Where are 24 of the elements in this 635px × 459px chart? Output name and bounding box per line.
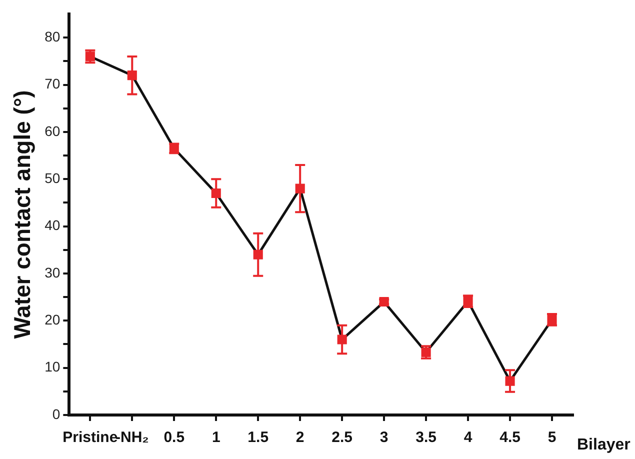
point xyxy=(505,376,515,386)
y-tick-label: 10 xyxy=(44,358,60,375)
y-tick-label: 30 xyxy=(44,264,60,280)
x-tick-label: 4.5 xyxy=(500,429,520,446)
x-tick-label: 0.5 xyxy=(164,429,185,446)
y-tick-label: 20 xyxy=(44,312,60,328)
y-tick-label: 40 xyxy=(44,217,60,234)
x-tick-label: 3 xyxy=(380,429,388,446)
x-tick-label: Pristine xyxy=(62,429,118,446)
x-tick-label: 2 xyxy=(296,429,304,446)
y-tick-label: 80 xyxy=(44,28,60,44)
x-tick-label: 4 xyxy=(464,429,473,446)
y-tick-label: 50 xyxy=(44,170,60,186)
x-axis-title: Bilayer xyxy=(577,436,630,454)
x-tick-label: 1.5 xyxy=(248,429,269,446)
x-tick-label: 3.5 xyxy=(416,429,436,446)
x-tick-label: -NH₂ xyxy=(115,429,149,446)
x-tick-label: 2.5 xyxy=(332,429,353,446)
y-axis-title: Water contact angle (°) xyxy=(9,90,36,339)
y-tick-label: 60 xyxy=(44,122,60,139)
y-tick-label: 70 xyxy=(44,76,60,92)
y-tick-label: 0 xyxy=(52,406,60,422)
x-tick-label: 1 xyxy=(212,429,220,446)
x-tick-label: 5 xyxy=(548,429,556,446)
